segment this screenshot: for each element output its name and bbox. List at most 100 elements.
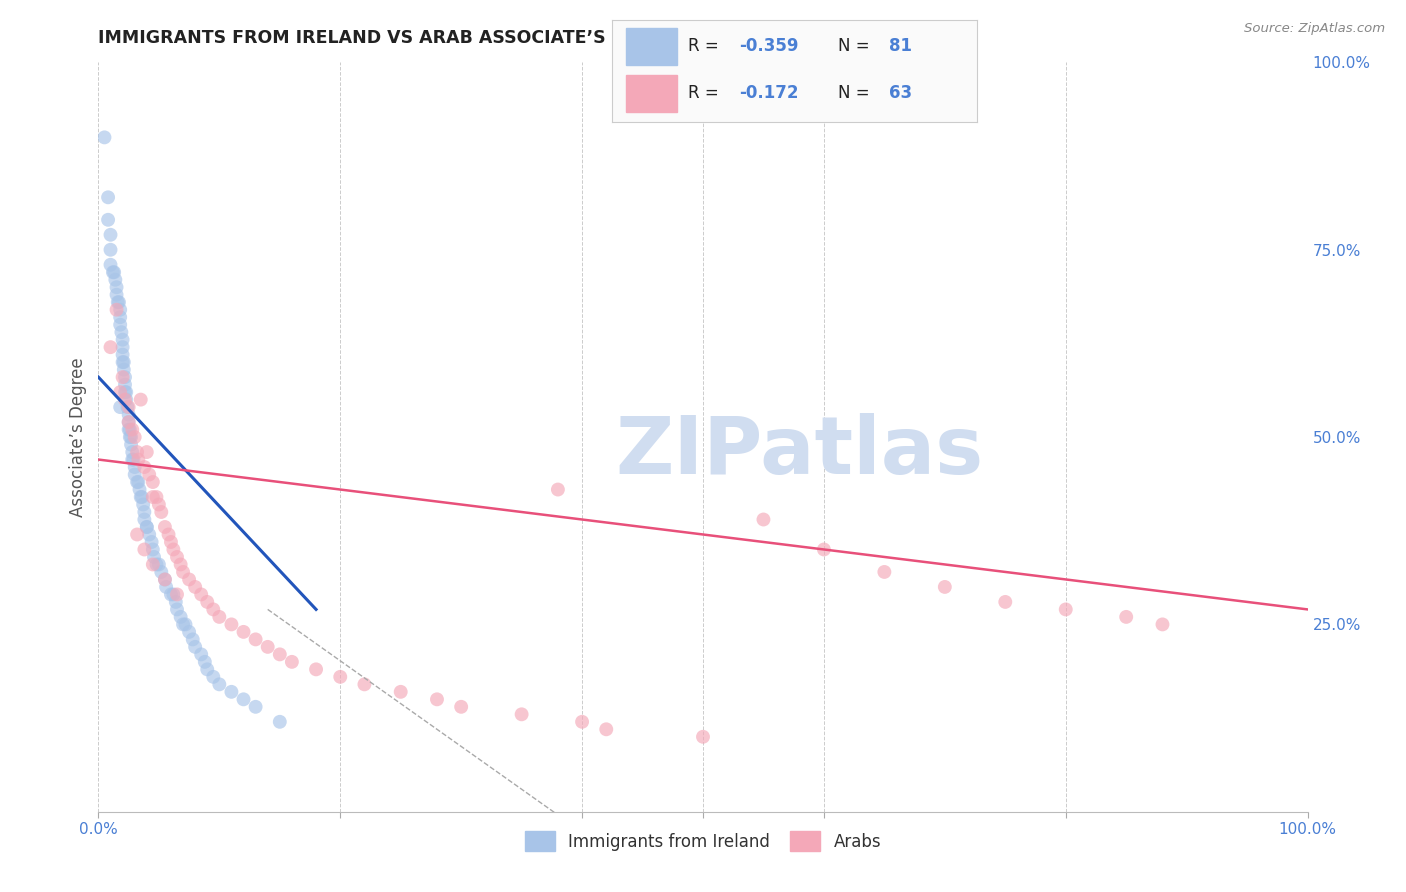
- Point: [103, 265, 125, 279]
- Point: [269, 714, 291, 729]
- Point: [160, 535, 183, 549]
- Point: [162, 542, 184, 557]
- Point: [329, 670, 352, 684]
- Point: [104, 273, 127, 287]
- Point: [195, 595, 218, 609]
- Point: [100, 243, 122, 257]
- Point: [127, 475, 149, 489]
- Text: -0.359: -0.359: [740, 37, 799, 55]
- Point: [127, 527, 149, 541]
- Point: [256, 640, 278, 654]
- Point: [118, 415, 141, 429]
- Point: [1115, 610, 1137, 624]
- Point: [1152, 617, 1174, 632]
- Point: [108, 295, 131, 310]
- Point: [114, 385, 136, 400]
- Point: [184, 640, 207, 654]
- Point: [181, 632, 204, 647]
- Point: [114, 370, 136, 384]
- Point: [221, 617, 243, 632]
- Point: [110, 325, 132, 339]
- Text: N =: N =: [838, 85, 875, 103]
- Point: [172, 617, 194, 632]
- Point: [752, 512, 775, 526]
- Point: [353, 677, 375, 691]
- Point: [127, 452, 149, 467]
- Point: [118, 408, 141, 422]
- Point: [129, 490, 152, 504]
- Point: [114, 377, 136, 392]
- Point: [571, 714, 593, 729]
- Point: [547, 483, 569, 497]
- Point: [129, 392, 152, 407]
- Point: [124, 467, 146, 482]
- Point: [118, 430, 141, 444]
- Point: [138, 467, 160, 482]
- Point: [127, 475, 149, 489]
- Point: [100, 227, 122, 242]
- Point: [107, 295, 129, 310]
- Point: [134, 505, 156, 519]
- Point: [108, 310, 131, 325]
- Point: [166, 602, 188, 616]
- Point: [153, 573, 176, 587]
- Y-axis label: Associate’s Degree: Associate’s Degree: [69, 358, 87, 516]
- Point: [184, 580, 207, 594]
- Point: [194, 655, 217, 669]
- Point: [121, 452, 143, 467]
- Point: [245, 632, 267, 647]
- Point: [105, 302, 128, 317]
- Point: [172, 565, 194, 579]
- Point: [134, 460, 156, 475]
- Point: [166, 587, 188, 601]
- Text: N =: N =: [838, 37, 875, 55]
- Point: [281, 655, 304, 669]
- Text: R =: R =: [689, 37, 724, 55]
- Text: Source: ZipAtlas.com: Source: ZipAtlas.com: [1244, 22, 1385, 36]
- Point: [108, 400, 131, 414]
- Point: [111, 348, 134, 362]
- Point: [122, 452, 145, 467]
- Point: [135, 445, 157, 459]
- Point: [141, 535, 163, 549]
- Legend: Immigrants from Ireland, Arabs: Immigrants from Ireland, Arabs: [519, 825, 887, 857]
- Point: [93, 130, 115, 145]
- Point: [121, 445, 143, 459]
- Point: [934, 580, 956, 594]
- Point: [202, 602, 225, 616]
- Point: [142, 475, 165, 489]
- Point: [142, 542, 165, 557]
- Point: [873, 565, 896, 579]
- Point: [118, 423, 141, 437]
- Point: [179, 573, 201, 587]
- Point: [124, 430, 146, 444]
- Point: [232, 692, 254, 706]
- Point: [121, 423, 143, 437]
- Bar: [626, 75, 678, 112]
- Point: [115, 392, 138, 407]
- Point: [134, 512, 156, 526]
- Text: ZIPatlas: ZIPatlas: [616, 413, 984, 491]
- Point: [169, 558, 191, 572]
- Point: [120, 430, 142, 444]
- Point: [142, 558, 165, 572]
- Point: [100, 258, 122, 272]
- Point: [135, 520, 157, 534]
- Point: [148, 558, 170, 572]
- Point: [202, 670, 225, 684]
- Point: [305, 662, 328, 676]
- Point: [105, 280, 128, 294]
- Point: [108, 302, 131, 317]
- Text: IMMIGRANTS FROM IRELAND VS ARAB ASSOCIATE’S DEGREE CORRELATION CHART: IMMIGRANTS FROM IRELAND VS ARAB ASSOCIAT…: [98, 29, 905, 47]
- Point: [510, 707, 533, 722]
- Text: R =: R =: [689, 85, 724, 103]
- Point: [112, 362, 135, 376]
- Text: -0.172: -0.172: [740, 85, 799, 103]
- Point: [169, 610, 191, 624]
- Point: [221, 685, 243, 699]
- Point: [145, 490, 167, 504]
- Point: [166, 549, 188, 564]
- Point: [111, 333, 134, 347]
- Point: [190, 587, 212, 601]
- Point: [115, 385, 138, 400]
